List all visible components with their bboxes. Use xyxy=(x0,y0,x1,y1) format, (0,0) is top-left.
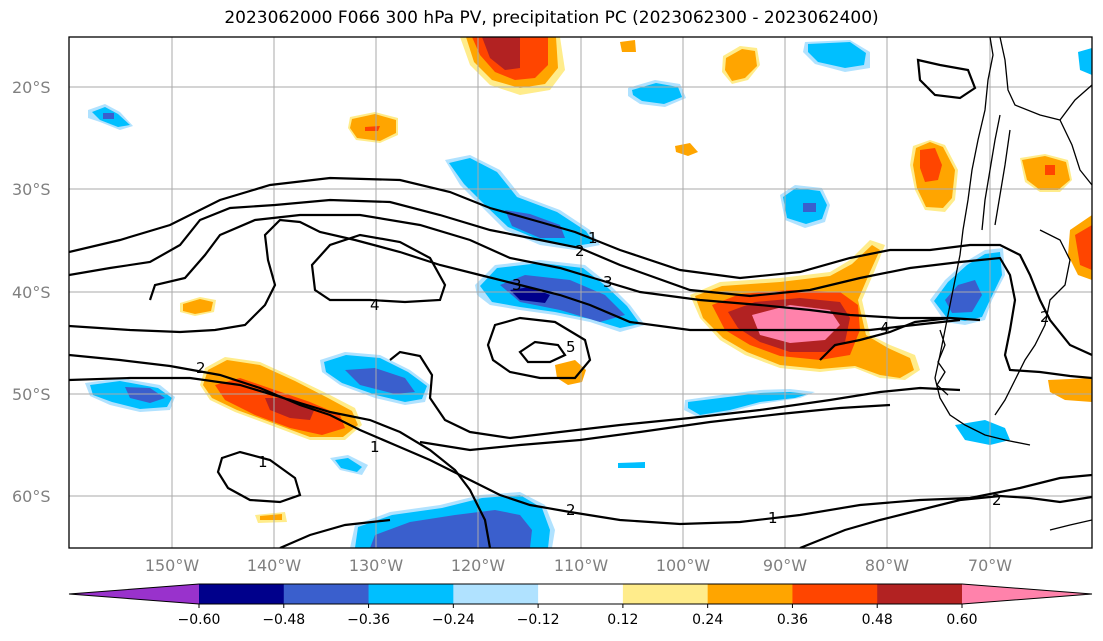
colorbar-label: 0.12 xyxy=(607,612,638,628)
colorbar-label: −0.12 xyxy=(517,612,560,628)
lon-label: 140°W xyxy=(247,556,302,575)
colorbar-label: −0.48 xyxy=(262,612,305,628)
colorbar-extension-max xyxy=(962,584,1092,604)
colorbar-segment xyxy=(538,584,624,604)
contour-label: 3 xyxy=(512,276,522,294)
latitude-labels: 20°S 30°S 40°S 50°S 60°S xyxy=(12,78,51,506)
plot-frame xyxy=(68,36,1093,549)
contour-label: 4 xyxy=(880,319,890,337)
colorbar-segment xyxy=(453,584,539,604)
contour-label: 2 xyxy=(992,491,1002,509)
lon-label: 100°W xyxy=(656,556,711,575)
contour-label: 1 xyxy=(768,509,778,527)
contour-label: 2 xyxy=(575,242,585,260)
lat-label: 60°S xyxy=(12,487,51,506)
colorbar xyxy=(68,583,1093,608)
lat-label: 50°S xyxy=(12,385,51,404)
colorbar-label: −0.36 xyxy=(347,612,390,628)
contour-label: 5 xyxy=(566,338,576,356)
lon-label: 80°W xyxy=(865,556,909,575)
colorbar-label: 0.36 xyxy=(777,612,808,628)
contour-label: 2 xyxy=(1040,308,1050,326)
contour-label: 4 xyxy=(370,296,380,314)
gridlines xyxy=(69,37,1092,548)
map-title: 2023062000 F066 300 hPa PV, precipitatio… xyxy=(224,8,879,28)
lon-label: 70°W xyxy=(968,556,1012,575)
contour-label: 3 xyxy=(603,273,613,291)
pv-contours xyxy=(69,58,1092,548)
contour-label: 1 xyxy=(258,453,268,471)
colorbar-segment xyxy=(877,584,963,604)
lon-label: 150°W xyxy=(145,556,200,575)
map-layers: 1 2 3 4 5 4 2 1 2 1 2 1 2 3 xyxy=(69,37,1092,548)
colorbar-label: 0.48 xyxy=(862,612,893,628)
colorbar-segment xyxy=(283,584,370,604)
lon-label: 110°W xyxy=(554,556,609,575)
longitude-labels: 150°W 140°W 130°W 120°W 110°W 100°W 90°W… xyxy=(145,556,1012,575)
contour-labels: 1 2 3 4 5 4 2 1 2 1 2 1 2 3 xyxy=(196,229,1050,527)
colorbar-labels: −0.60 −0.48 −0.36 −0.24 −0.12 0.12 0.24 … xyxy=(178,612,978,628)
lat-label: 40°S xyxy=(12,283,51,302)
colorbar-segment xyxy=(368,584,454,604)
lon-label: 90°W xyxy=(763,556,807,575)
colorbar-label: 0.24 xyxy=(692,612,723,628)
coastline xyxy=(934,37,1092,531)
colorbar-extension-min xyxy=(69,584,199,604)
contour-label: 2 xyxy=(566,501,576,519)
colorbar-label: −0.60 xyxy=(178,612,221,628)
contour-label: 2 xyxy=(196,359,206,377)
colorbar-label: −0.24 xyxy=(432,612,475,628)
lat-label: 20°S xyxy=(12,78,51,97)
colorbar-segment xyxy=(707,584,793,604)
colorbar-segment xyxy=(622,584,709,604)
colorbar-segment xyxy=(199,584,285,604)
contour-label: 1 xyxy=(370,438,380,456)
colorbar-label: 0.60 xyxy=(946,612,977,628)
lon-label: 120°W xyxy=(451,556,506,575)
lat-label: 30°S xyxy=(12,180,51,199)
contour-label: 1 xyxy=(588,229,598,247)
colorbar-segment xyxy=(792,584,878,604)
lon-label: 130°W xyxy=(349,556,404,575)
